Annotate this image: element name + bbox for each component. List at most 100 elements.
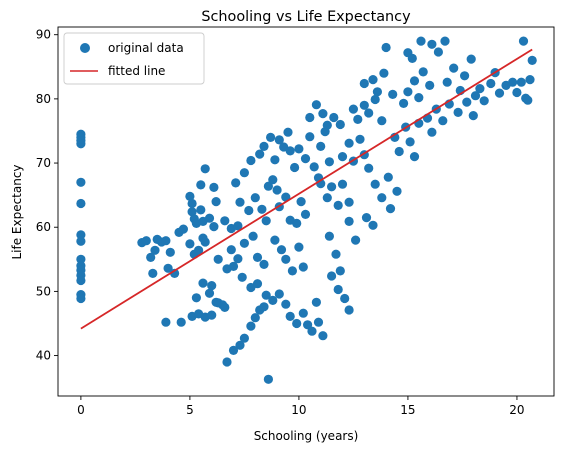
data-point [235,198,244,207]
data-point [316,142,325,151]
data-point [292,219,301,228]
data-point [283,128,292,137]
data-point [318,331,327,340]
x-axis-label: Schooling (years) [254,429,359,443]
data-point [345,217,354,226]
data-point [166,248,175,257]
data-point [340,294,349,303]
data-point [454,108,463,117]
data-point [76,237,85,246]
data-point [323,121,332,130]
data-point [292,319,301,328]
x-tick-label: 15 [400,403,415,417]
data-point [259,260,268,269]
data-point [351,236,360,245]
data-point [331,250,340,259]
data-point [290,163,299,172]
data-point [212,197,221,206]
data-point [262,216,271,225]
data-point [517,78,526,87]
data-point [362,213,371,222]
data-point [201,237,210,246]
data-point [323,193,332,202]
data-point [382,43,391,52]
data-point [288,266,297,275]
data-point [286,312,295,321]
data-point [76,139,85,148]
data-point [419,67,428,76]
data-point [240,239,249,248]
data-point [294,144,303,153]
data-point [257,205,266,214]
data-point [185,239,194,248]
data-point [281,255,290,264]
fitted-line-layer [81,50,532,329]
data-point [406,137,415,146]
legend-label-fitted-line: fitted line [108,64,165,78]
data-point [244,206,253,215]
data-point [467,55,476,64]
data-point [460,71,469,80]
data-point [307,327,316,336]
data-point [312,100,321,109]
legend-label-original-data: original data [108,41,184,55]
data-point [76,276,85,285]
data-point [161,236,170,245]
data-point [486,79,495,88]
data-point [329,113,338,122]
data-point [259,302,268,311]
data-point [349,105,358,114]
data-point [281,300,290,309]
data-point [395,147,404,156]
data-point [251,313,260,322]
data-point [525,75,534,84]
data-point [268,296,277,305]
x-tick-label: 20 [509,403,524,417]
data-point [270,155,279,164]
data-point [196,205,205,214]
data-point [416,37,425,46]
data-point [336,266,345,275]
data-point [222,264,231,273]
data-point [379,69,388,78]
data-point [227,245,236,254]
data-point [408,54,417,63]
data-point [355,135,364,144]
y-tick-label: 90 [36,28,51,42]
data-point [312,298,321,307]
data-point [310,162,319,171]
data-point [360,79,369,88]
data-point [286,146,295,155]
data-point [443,78,452,87]
data-point [238,273,247,282]
data-point [240,334,249,343]
data-point [207,281,216,290]
x-tick-label: 10 [291,403,306,417]
data-point [246,322,255,331]
data-point [434,47,443,56]
data-point [338,152,347,161]
data-point [325,157,334,166]
data-point [410,152,419,161]
data-point [360,101,369,110]
data-point [273,185,282,194]
data-point [334,201,343,210]
y-tick-label: 70 [36,156,51,170]
data-point [150,246,159,255]
y-tick-label: 60 [36,220,51,234]
data-point [214,255,223,264]
data-point [495,89,504,98]
data-point [523,96,532,105]
y-tick-label: 50 [36,284,51,298]
data-point [153,235,162,244]
data-point [392,187,401,196]
data-point [253,253,262,262]
data-point [427,40,436,49]
data-point [508,78,517,87]
data-point [345,198,354,207]
data-point [251,193,260,202]
data-point [327,182,336,191]
x-tick-label: 5 [186,403,194,417]
